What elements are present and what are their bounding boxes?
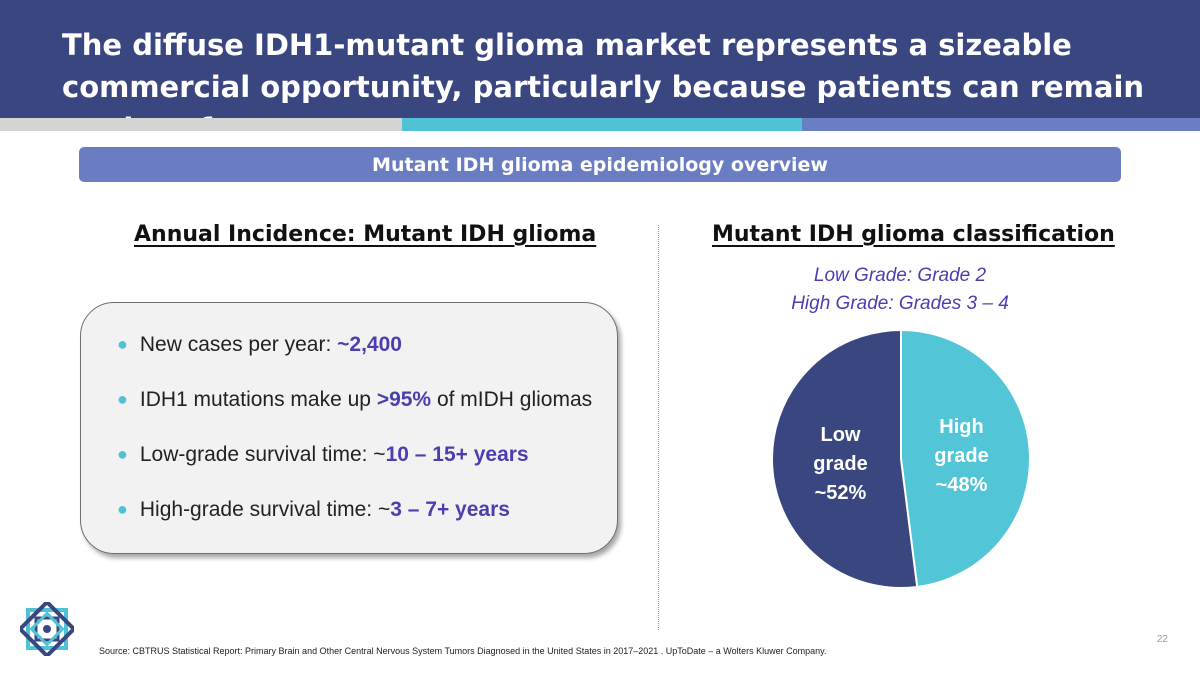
stat-text: High-grade survival time: ~ [139,498,391,521]
incidence-heading: Annual Incidence: Mutant IDH glioma [134,222,597,247]
bullet-icon: ● [117,444,128,464]
header-stripe-teal [402,118,802,131]
classification-heading: Mutant IDH glioma classification [712,222,1115,247]
pie-label-line: High [939,416,983,438]
section-banner: Mutant IDH glioma epidemiology overview [79,147,1121,182]
header-bar: The diffuse IDH1-mutant glioma market re… [0,0,1200,146]
stat-text: Low-grade survival time: ~ [139,443,386,466]
pie-label-line: grade [934,445,988,467]
pie-label-line: ~52% [815,482,867,504]
stat-item-idh1-share: ● IDH1 mutations make up >95% of mIDH gli… [117,388,617,443]
grade-pie-chart: High grade ~48% Low grade ~52% [771,328,1031,589]
bullet-icon: ● [117,389,128,409]
pie-label-line: ~48% [936,474,988,496]
slide-title: The diffuse IDH1-mutant glioma market re… [62,28,1145,146]
stat-value: >95% [376,388,432,411]
pie-label-line: grade [813,453,867,475]
header-stripe-blue [802,118,1200,131]
company-logo-icon [20,602,74,656]
stat-item-low-grade-survival: ● Low-grade survival time: ~10 – 15+ year… [117,443,617,498]
stat-value: ~2,400 [337,333,402,356]
bullet-icon: ● [117,334,128,354]
page-number: 22 [1156,634,1168,645]
stats-box: ● New cases per year: ~2,400 ● IDH1 mutati… [80,302,618,554]
pie-slice-1 [771,328,919,589]
bullet-icon: ● [117,499,128,519]
stat-item-new-cases: ● New cases per year: ~2,400 [117,333,617,388]
stat-item-high-grade-survival: ● High-grade survival time: ~3 – 7+ years [117,498,617,553]
stat-text-post: of mIDH gliomas [431,388,593,411]
column-divider [658,225,659,630]
classification-subtitle: Low Grade: Grade 2 High Grade: Grades 3 … [740,262,1060,318]
stat-value: 10 – 15+ years [385,443,529,466]
pie-slice-label-0: High grade ~48% [934,416,988,496]
stat-text: IDH1 mutations make up [139,388,377,411]
stat-text: New cases per year: [139,333,338,356]
subtitle-low-grade: Low Grade: Grade 2 [813,265,987,286]
header-stripe-gray [0,118,402,131]
pie-label-line: Low [820,424,860,446]
stat-value: 3 – 7+ years [390,498,510,521]
pie-slice-0 [900,328,1031,589]
pie-slice-label-1: Low grade ~52% [813,424,867,504]
subtitle-high-grade: High Grade: Grades 3 – 4 [791,293,1009,314]
source-footnote: Source: CBTRUS Statistical Report: Prima… [99,646,827,656]
